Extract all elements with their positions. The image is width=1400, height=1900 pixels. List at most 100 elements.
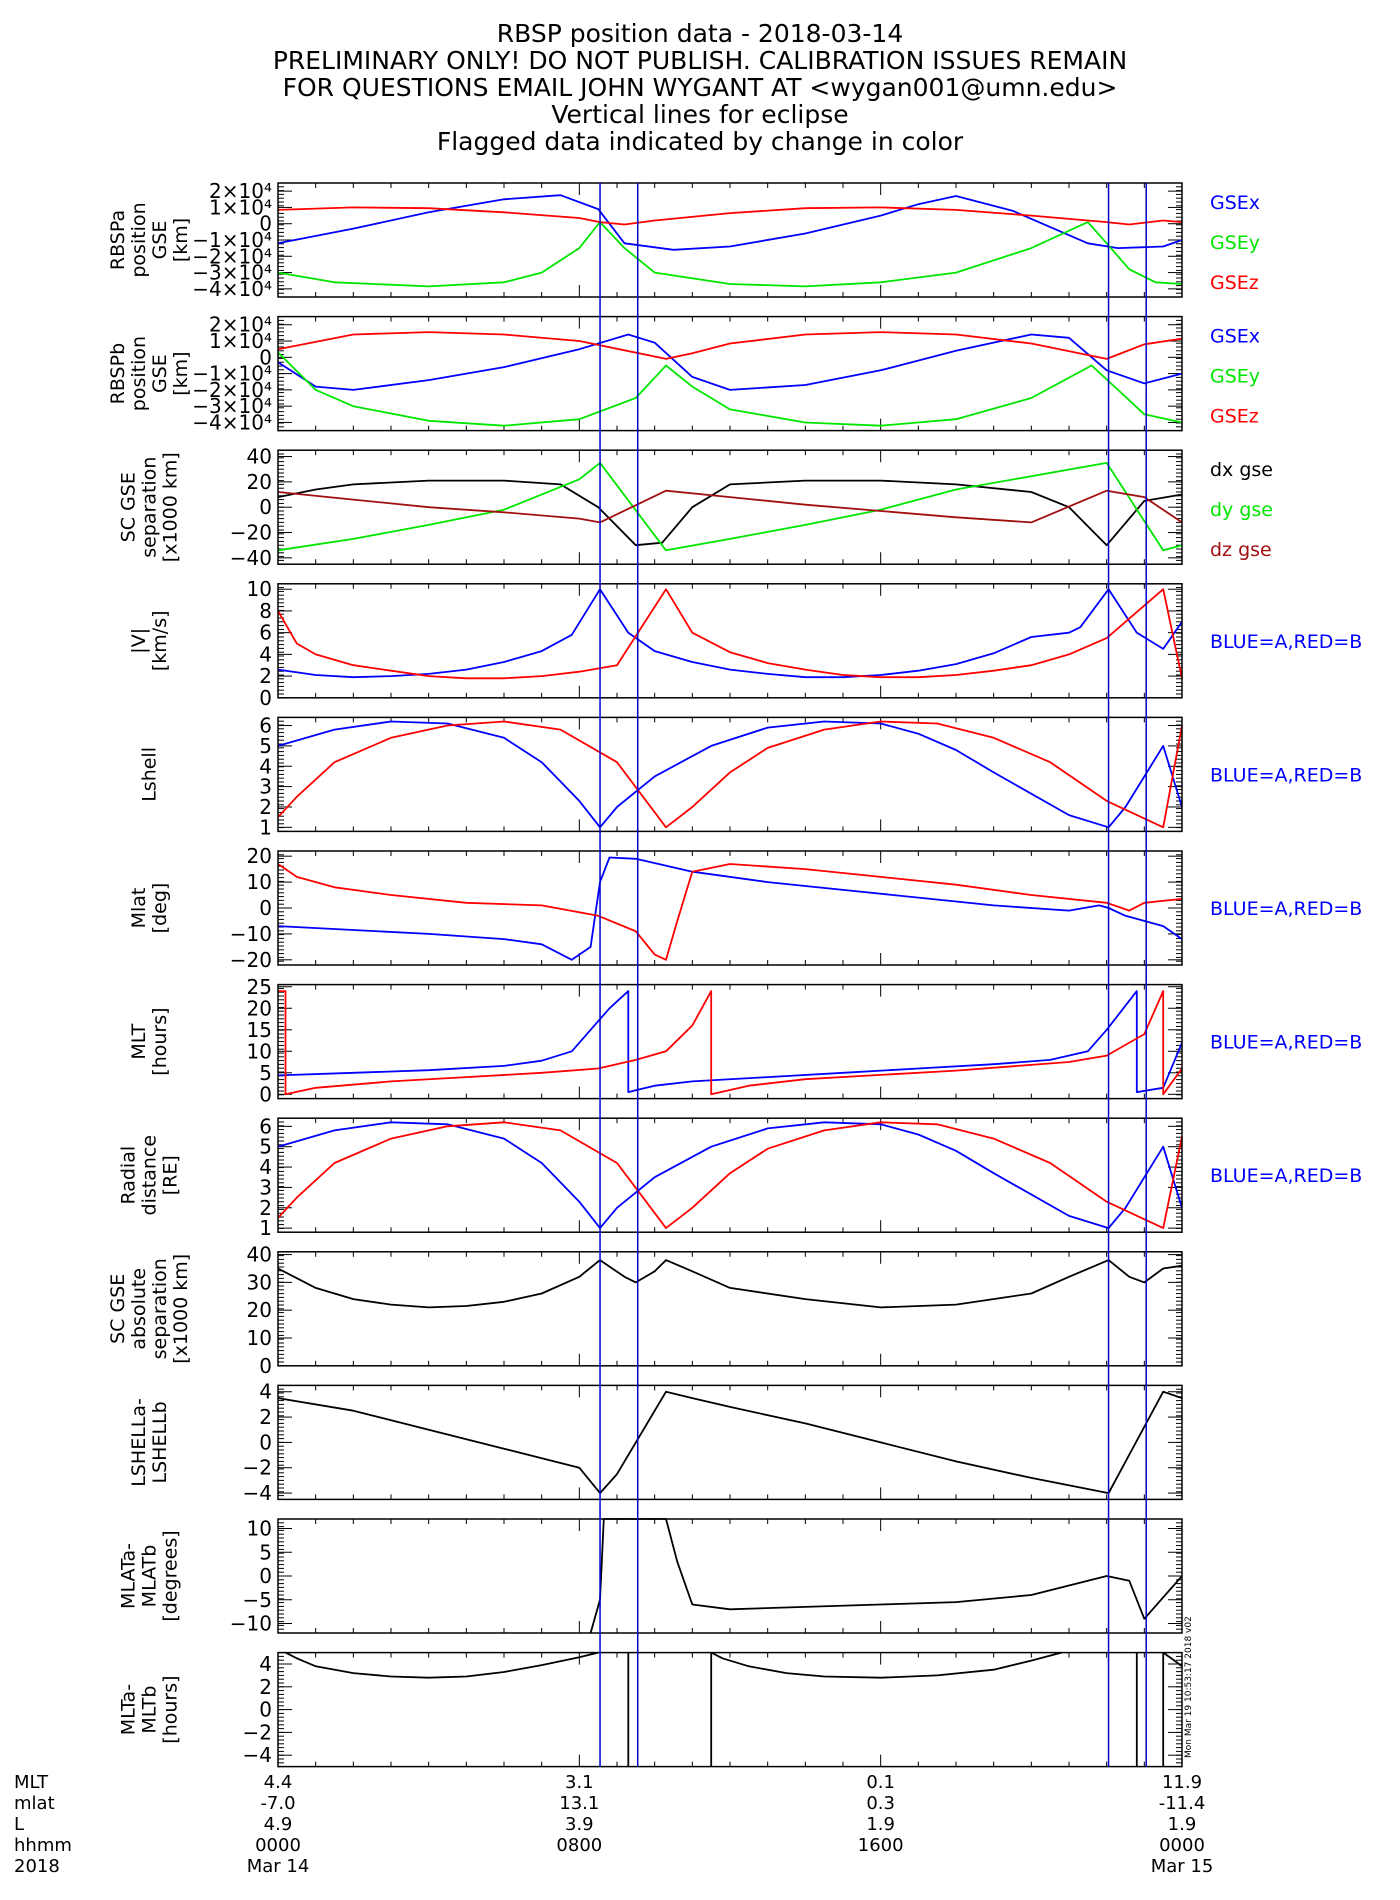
y-tick-label: −2×10⁴: [192, 244, 272, 268]
footer-row-label: mlat: [14, 1793, 55, 1814]
y-axis-label: Radial: [118, 1146, 140, 1205]
series-line-A: [277, 856, 1183, 961]
y-tick-label: 2×10⁴: [209, 179, 272, 203]
footer-row-label: hhmm: [14, 1835, 72, 1856]
y-tick-label: 6: [259, 1114, 272, 1138]
y-tick-label: 15: [247, 1018, 272, 1042]
y-tick-label: 5: [259, 734, 272, 758]
legend-entry: GSEx: [1210, 192, 1260, 214]
y-tick-label: 2×10⁴: [209, 313, 272, 337]
panel-frame: [277, 449, 1183, 565]
legend-entry: GSEy: [1210, 232, 1260, 254]
series-line-diff: [277, 1390, 1183, 1494]
y-tick-label: 2: [259, 1196, 272, 1220]
y-axis-label: MLT: [128, 1023, 150, 1059]
panel-12: 420−2−4 MLTa- MLTb [hours]: [118, 1651, 1183, 1768]
y-tick-label: −20: [230, 521, 272, 545]
y-tick-label: 10: [247, 1326, 272, 1350]
series-line-A: [277, 720, 1183, 829]
footer-row-label: 2018: [14, 1856, 60, 1877]
series-line-B: [277, 1121, 1183, 1229]
y-tick-label: −3×10⁴: [192, 394, 272, 418]
y-axis-label: [deg]: [149, 883, 171, 934]
legend-entry: GSEy: [1210, 366, 1260, 388]
y-axis-label: [RE]: [160, 1155, 182, 1195]
footer-tick-value: 0000: [1159, 1835, 1205, 1856]
y-tick-label: 4: [259, 1652, 272, 1676]
panel-frame: [277, 1117, 1183, 1233]
series-line-sep: [277, 1259, 1183, 1309]
title-line: RBSP position data - 2018-03-14: [496, 19, 904, 48]
y-tick-label: 0: [259, 686, 272, 710]
y-tick-label: 0: [259, 1354, 272, 1378]
title-block: RBSP position data - 2018-03-14 PRELIMIN…: [0, 20, 1400, 155]
series-line-dx-gse: [277, 479, 1183, 547]
panel-frame: [277, 716, 1183, 833]
footer-tick-value: -11.4: [1158, 1793, 1206, 1814]
y-tick-label: 1×10⁴: [209, 329, 272, 353]
y-tick-label: −2: [243, 1456, 272, 1480]
legend-entry: BLUE=A,RED=B: [1210, 764, 1362, 786]
panel-frame: [277, 1518, 1183, 1634]
series-line-B: [277, 863, 1183, 961]
panel-frame: [277, 850, 1183, 966]
y-tick-label: 2: [259, 664, 272, 688]
series-line-GSEx: [277, 194, 1183, 251]
footer-tick-value: 13.1: [559, 1793, 600, 1814]
title-line: Flagged data indicated by change in colo…: [436, 127, 964, 156]
panel-frame: [277, 983, 1183, 1100]
footer-tick-value: 1.9: [1167, 1814, 1197, 1835]
series-line-B: [277, 720, 1183, 829]
legend-entry: BLUE=A,RED=B: [1210, 1165, 1362, 1187]
y-axis-label: LSHELLa-: [128, 1398, 150, 1487]
y-axis-label: [x1000 km]: [160, 452, 182, 562]
legend-entry: GSEx: [1210, 326, 1260, 348]
y-axis-label: SC GSE: [107, 1274, 129, 1344]
y-tick-label: 5: [259, 1540, 272, 1564]
series-line-GSEz: [277, 331, 1183, 360]
y-tick-label: −3×10⁴: [192, 261, 272, 285]
y-axis-label: RBSPa: [107, 210, 129, 270]
series-line-GSEz: [277, 206, 1183, 226]
y-axis-label: separation: [149, 1258, 171, 1359]
y-tick-label: 1×10⁴: [209, 195, 272, 219]
y-axis-label: separation: [139, 457, 161, 558]
y-tick-label: 2: [259, 795, 272, 819]
y-tick-label: 3: [259, 775, 272, 799]
series-line-GSEy: [277, 351, 1183, 427]
footer-tick-value: Mar 14: [246, 1856, 310, 1877]
series-line-dz-gse: [277, 489, 1183, 524]
panel-frame: [277, 315, 1183, 432]
footer-row-label: MLT: [14, 1772, 49, 1793]
y-axis-label: GSE: [149, 354, 171, 393]
y-tick-label: 10: [247, 1517, 272, 1541]
y-tick-label: 30: [247, 1270, 272, 1294]
y-tick-label: 20: [247, 996, 272, 1020]
panel-10: 420−2−4 LSHELLa- LSHELLb: [128, 1380, 1183, 1505]
y-tick-label: 0: [259, 212, 272, 236]
y-axis-label: |V|: [128, 628, 150, 654]
y-axis-label: [degrees]: [160, 1530, 182, 1621]
y-tick-label: 0: [259, 1698, 272, 1722]
panel-frame: [277, 1651, 1183, 1768]
y-axis-label: position: [128, 336, 150, 411]
y-tick-label: 0: [259, 896, 272, 920]
footer-tick-value: 0800: [556, 1835, 603, 1856]
series-line-GSEx: [277, 333, 1183, 391]
y-tick-label: −4: [243, 1481, 272, 1505]
y-tick-label: 3: [259, 1175, 272, 1199]
y-axis-label: [km/s]: [149, 610, 171, 671]
y-tick-label: 4: [259, 642, 272, 666]
y-axis-label: RBSPb: [107, 343, 129, 404]
y-tick-label: 5: [259, 1135, 272, 1159]
footer-tick-value: 1.9: [866, 1814, 895, 1835]
footer-tick-value: 11.9: [1161, 1772, 1203, 1793]
series-line-A: [277, 990, 1183, 1093]
y-tick-label: 2: [259, 1675, 272, 1699]
title-line: PRELIMINARY ONLY! DO NOT PUBLISH. CALIBR…: [272, 46, 1128, 75]
